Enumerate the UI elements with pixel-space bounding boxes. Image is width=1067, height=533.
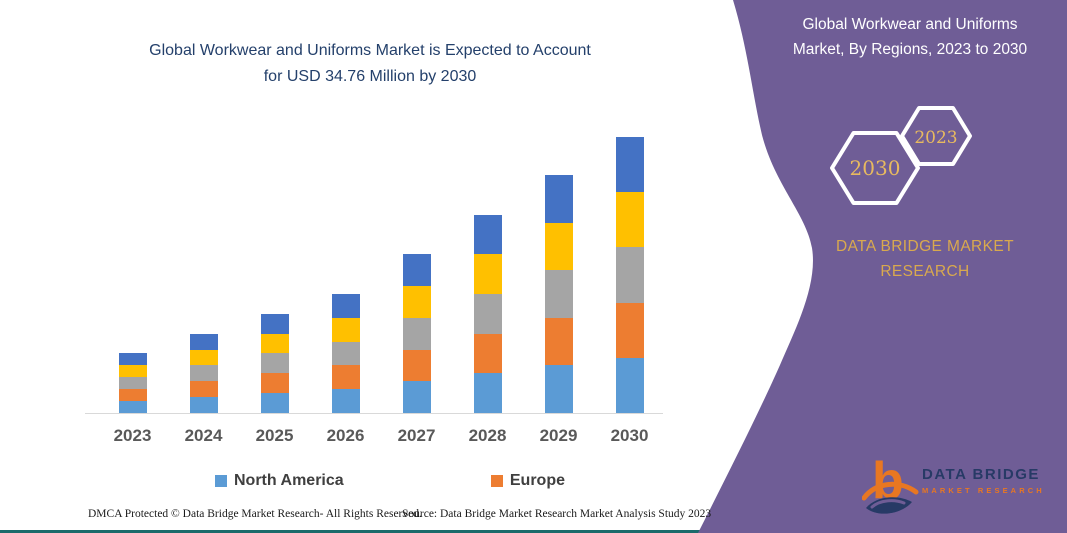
x-axis-label-2023: 2023 [113,426,152,445]
x-axis-label-2030: 2030 [610,426,649,445]
chart-title-line1: Global Workwear and Uniforms Market is E… [149,42,591,59]
bar-group-2030 [615,137,644,413]
bar-segment-2029-unlabeled-blue-series [544,174,573,223]
bar-segment-2028-north-america [473,373,502,413]
logo-text-primary: DATA BRIDGE [922,466,1040,483]
x-axis-label-2024: 2024 [184,426,223,445]
x-axis-line [85,413,663,414]
sidebar-heading-line1: Global Workwear and Uniforms [802,16,1018,33]
bar-segment-2029-unlabeled-gray-series [544,270,573,318]
legend-swatch-icon [215,475,227,487]
sidebar-heading-line2: Market, By Regions, 2023 to 2030 [792,41,1028,58]
brand-wordmark-line2: RESEARCH [880,263,970,280]
bar-group-2024 [189,333,218,413]
bar-segment-2025-unlabeled-gray-series [260,353,289,374]
brand-wordmark: DATA BRIDGE MARKET RESEARCH [795,234,1055,284]
hexagon-2023-label: 2023 [914,128,957,148]
legend-item-europe: Europe [490,472,565,490]
bar-segment-2023-north-america [118,401,147,413]
bar-segment-2027-europe [402,349,431,382]
sidebar-heading: Global Workwear and Uniforms Market, By … [762,12,1058,62]
bar-segment-2030-unlabeled-yellow-series [615,192,644,248]
bar-segment-2030-unlabeled-blue-series [615,137,644,193]
chart-legend: North America Europe [215,472,565,490]
stacked-bar-plot [97,130,665,413]
bar-segment-2027-unlabeled-blue-series [402,254,431,286]
chart-title-line2: for USD 34.76 Million by 2030 [263,68,477,85]
bar-segment-2025-north-america [260,393,289,413]
company-logo: b DATA BRIDGE MARKET RESEARCH [862,452,1052,520]
bar-segment-2029-europe [544,317,573,366]
year-hexagon-badges: 2030 2023 [830,106,972,205]
source-citation-text: Source: Data Bridge Market Research Mark… [402,508,712,520]
bar-segment-2025-unlabeled-blue-series [260,313,289,334]
bar-segment-2029-unlabeled-yellow-series [544,222,573,271]
x-axis-label-2026: 2026 [326,426,365,445]
bar-segment-2030-unlabeled-gray-series [615,247,644,303]
bar-segment-2024-north-america [189,397,218,413]
bar-segment-2025-europe [260,373,289,394]
bar-segment-2026-europe [331,365,360,390]
bar-group-2026 [331,293,360,413]
bar-segment-2026-unlabeled-yellow-series [331,317,360,342]
bar-segment-2027-unlabeled-yellow-series [402,286,431,318]
bar-group-2029 [544,174,573,413]
bar-segment-2026-unlabeled-blue-series [331,293,360,318]
bar-segment-2028-unlabeled-blue-series [473,214,502,255]
bar-segment-2024-unlabeled-yellow-series [189,349,218,366]
bottom-accent-rule [0,530,1067,533]
x-axis-label-2028: 2028 [468,426,507,445]
bar-segment-2024-unlabeled-gray-series [189,365,218,382]
bar-group-2028 [473,214,502,413]
hexagon-2030-label: 2030 [850,156,901,180]
x-axis-label-2029: 2029 [539,426,578,445]
logo-text-secondary: MARKET RESEARCH [922,486,1045,495]
bar-segment-2023-unlabeled-yellow-series [118,365,147,378]
bar-segment-2025-unlabeled-yellow-series [260,333,289,354]
bar-segment-2027-north-america [402,381,431,413]
bar-segment-2024-unlabeled-blue-series [189,333,218,350]
legend-item-north-america: North America [215,472,344,490]
hexagon-2030: 2030 [830,131,920,205]
brand-wordmark-line1: DATA BRIDGE MARKET [835,238,1014,255]
bar-group-2027 [402,254,431,413]
bar-segment-2023-unlabeled-gray-series [118,377,147,390]
bar-segment-2029-north-america [544,365,573,413]
bar-segment-2024-europe [189,381,218,398]
bar-segment-2028-europe [473,333,502,374]
logo-text: DATA BRIDGE MARKET RESEARCH [922,466,1052,495]
bar-segment-2030-europe [615,302,644,358]
bar-segment-2027-unlabeled-gray-series [402,317,431,350]
bar-segment-2028-unlabeled-gray-series [473,293,502,334]
hexagon-2023: 2023 [900,106,972,166]
bar-segment-2028-unlabeled-yellow-series [473,254,502,294]
logo-b-mark-icon: b [862,452,919,514]
bar-group-2023 [118,353,147,413]
x-axis-label-2025: 2025 [255,426,294,445]
bar-group-2025 [260,313,289,413]
bar-segment-2030-north-america [615,357,644,413]
bar-segment-2026-unlabeled-gray-series [331,341,360,366]
bar-segment-2023-europe [118,389,147,402]
x-axis-labels: 2023 2024 2025 2026 2027 2028 2029 2030 [97,426,665,446]
bar-segment-2023-unlabeled-blue-series [118,353,147,366]
legend-swatch-icon [490,475,503,487]
chart-title: Global Workwear and Uniforms Market is E… [55,38,685,90]
dmca-copyright-text: DMCA Protected © Data Bridge Market Rese… [88,508,422,520]
legend-label: North America [234,472,344,489]
bar-segment-2026-north-america [331,389,360,413]
x-axis-label-2027: 2027 [397,426,436,445]
legend-label: Europe [509,472,565,489]
